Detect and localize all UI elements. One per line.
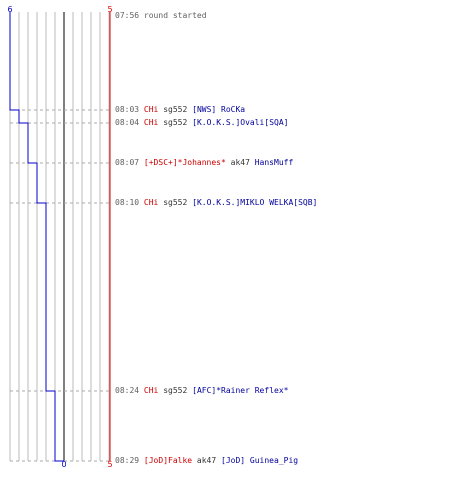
weapon-name: ak47 xyxy=(230,158,250,167)
kill-event-row: 08:04 CHi sg552 [K.O.K.S.]Ovali[SQA] xyxy=(115,118,288,128)
victim-name: HansMuff xyxy=(254,158,294,167)
victim-name: [AFC]*Rainer Reflex* xyxy=(192,386,289,395)
blue-bottom-count: 0 xyxy=(61,460,66,469)
kill-event-row: 08:29 [JoD]Falke ak47 [JoD] Guinea_Pig xyxy=(115,456,298,466)
round-start-row: 07:56 round started xyxy=(115,11,207,21)
victim-name: [NWS] RoCKa xyxy=(192,105,246,114)
victim-name: [K.O.K.S.]Ovali[SQA] xyxy=(192,118,289,127)
weapon-name: sg552 xyxy=(163,386,188,395)
start-time: 07:56 xyxy=(115,11,140,20)
blue-team-alive-line xyxy=(9,12,64,462)
kill-event-row: 08:07 [+DSC+]*Johannes* ak47 HansMuff xyxy=(115,158,293,168)
weapon-name: ak47 xyxy=(196,456,217,465)
event-time: 08:24 xyxy=(115,386,140,395)
event-time: 08:29 xyxy=(115,456,140,465)
kill-event-row: 08:10 CHi sg552 [K.O.K.S.]MIKLO WELKA[SQ… xyxy=(115,198,317,208)
killer-name: CHi xyxy=(143,198,159,207)
killer-name: CHi xyxy=(143,386,159,395)
kill-event-row: 08:03 CHi sg552 [NWS] RoCKa xyxy=(115,105,245,115)
event-dashes xyxy=(10,109,110,462)
weapon-name: sg552 xyxy=(163,105,188,114)
event-time: 08:07 xyxy=(115,158,140,167)
victim-name: [K.O.K.S.]MIKLO WELKA[SQB] xyxy=(192,198,318,207)
killer-name: [JoD]Falke xyxy=(143,456,193,465)
weapon-name: sg552 xyxy=(163,198,188,207)
killer-name: CHi xyxy=(143,118,159,127)
start-text: round started xyxy=(143,11,207,20)
event-time: 08:04 xyxy=(115,118,140,127)
victim-name: [JoD] Guinea_Pig xyxy=(221,456,299,465)
kill-event-row: 08:24 CHi sg552 [AFC]*Rainer Reflex* xyxy=(115,386,288,396)
weapon-name: sg552 xyxy=(163,118,188,127)
event-time: 08:03 xyxy=(115,105,140,114)
killer-name: [+DSC+]*Johannes* xyxy=(143,158,226,167)
blue-top-count: 6 xyxy=(7,5,12,14)
killer-name: CHi xyxy=(143,105,159,114)
event-time: 08:10 xyxy=(115,198,140,207)
red-bottom-count: 5 xyxy=(107,460,112,469)
graph-gridlines xyxy=(9,12,110,461)
red-top-count: 5 xyxy=(107,5,112,14)
